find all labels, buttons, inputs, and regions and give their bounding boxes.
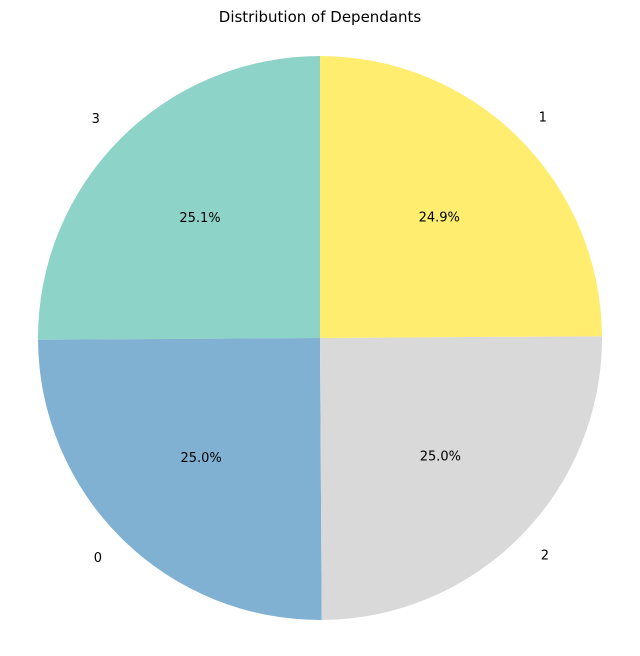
pie-slices: [37, 56, 603, 620]
slice-label-0: 0: [94, 551, 102, 566]
percent-label-1: 24.9%: [419, 210, 460, 225]
slice-label-1: 1: [539, 110, 547, 125]
slice-label-2: 2: [541, 548, 549, 563]
chart-title: Distribution of Dependants: [219, 8, 422, 26]
pie-slice-0: [38, 338, 322, 620]
pie-slice-3: [37, 56, 320, 340]
pie-labels: 3 25.1% 0 25.0% 2 25.0% 1 24.9%: [92, 110, 549, 566]
percent-label-3: 25.1%: [179, 211, 220, 226]
percent-label-2: 25.0%: [420, 449, 461, 464]
slice-label-3: 3: [92, 112, 100, 127]
pie-slice-2: [320, 336, 603, 620]
percent-label-0: 25.0%: [180, 451, 221, 466]
pie-slice-1: [320, 56, 602, 338]
